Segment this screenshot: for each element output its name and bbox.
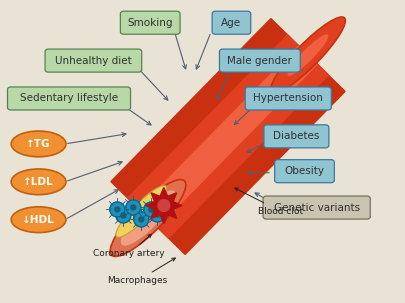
Circle shape bbox=[124, 208, 133, 217]
Text: ↑LDL: ↑LDL bbox=[23, 177, 54, 187]
Circle shape bbox=[136, 207, 145, 216]
Circle shape bbox=[149, 207, 153, 212]
FancyBboxPatch shape bbox=[211, 11, 250, 34]
Text: Hypertension: Hypertension bbox=[253, 93, 322, 104]
Circle shape bbox=[109, 202, 124, 217]
Ellipse shape bbox=[110, 180, 185, 256]
Circle shape bbox=[126, 210, 134, 219]
Ellipse shape bbox=[115, 185, 166, 237]
Circle shape bbox=[135, 207, 144, 215]
Circle shape bbox=[115, 208, 130, 223]
Polygon shape bbox=[158, 200, 169, 211]
Circle shape bbox=[149, 206, 158, 215]
Polygon shape bbox=[145, 188, 181, 224]
Text: Unhealthy diet: Unhealthy diet bbox=[55, 55, 132, 66]
Circle shape bbox=[152, 208, 161, 216]
Circle shape bbox=[134, 209, 143, 218]
Ellipse shape bbox=[270, 17, 345, 93]
Text: ↓HDL: ↓HDL bbox=[22, 215, 55, 225]
Circle shape bbox=[138, 208, 147, 216]
FancyBboxPatch shape bbox=[45, 49, 141, 72]
FancyBboxPatch shape bbox=[245, 87, 330, 110]
Polygon shape bbox=[127, 35, 328, 238]
Circle shape bbox=[135, 208, 144, 217]
Text: Obesity: Obesity bbox=[284, 166, 324, 176]
Text: ↑TG: ↑TG bbox=[26, 139, 51, 149]
Polygon shape bbox=[139, 46, 316, 227]
Ellipse shape bbox=[11, 207, 66, 233]
Polygon shape bbox=[111, 18, 344, 255]
Circle shape bbox=[154, 212, 160, 217]
Circle shape bbox=[126, 200, 141, 215]
Ellipse shape bbox=[11, 169, 66, 195]
Circle shape bbox=[121, 213, 126, 218]
Text: Sedentary lifestyle: Sedentary lifestyle bbox=[20, 93, 118, 104]
Text: Macrophages: Macrophages bbox=[107, 258, 175, 285]
Circle shape bbox=[139, 209, 148, 218]
Ellipse shape bbox=[287, 34, 328, 76]
Circle shape bbox=[130, 205, 136, 210]
Text: Coronary artery: Coronary artery bbox=[93, 234, 164, 258]
Circle shape bbox=[132, 208, 141, 216]
Circle shape bbox=[138, 208, 147, 217]
Circle shape bbox=[134, 212, 149, 227]
Circle shape bbox=[127, 205, 136, 214]
Circle shape bbox=[135, 205, 144, 214]
Circle shape bbox=[115, 207, 119, 212]
Circle shape bbox=[149, 207, 164, 222]
Text: Smoking: Smoking bbox=[127, 18, 173, 28]
Text: Diabetes: Diabetes bbox=[273, 131, 319, 142]
Circle shape bbox=[138, 206, 147, 215]
FancyBboxPatch shape bbox=[262, 196, 369, 219]
Text: Male gender: Male gender bbox=[227, 55, 292, 66]
Text: Blood clot: Blood clot bbox=[234, 188, 302, 216]
FancyBboxPatch shape bbox=[274, 160, 334, 183]
Circle shape bbox=[150, 208, 159, 217]
FancyBboxPatch shape bbox=[263, 125, 328, 148]
Text: Age: Age bbox=[221, 18, 241, 28]
Ellipse shape bbox=[11, 131, 66, 157]
FancyBboxPatch shape bbox=[8, 87, 130, 110]
Circle shape bbox=[134, 207, 143, 215]
Circle shape bbox=[143, 202, 158, 217]
Circle shape bbox=[139, 217, 143, 222]
FancyBboxPatch shape bbox=[219, 49, 300, 72]
FancyBboxPatch shape bbox=[120, 11, 180, 34]
Circle shape bbox=[151, 208, 160, 218]
Text: Genetic variants: Genetic variants bbox=[273, 202, 359, 213]
Ellipse shape bbox=[120, 190, 175, 246]
